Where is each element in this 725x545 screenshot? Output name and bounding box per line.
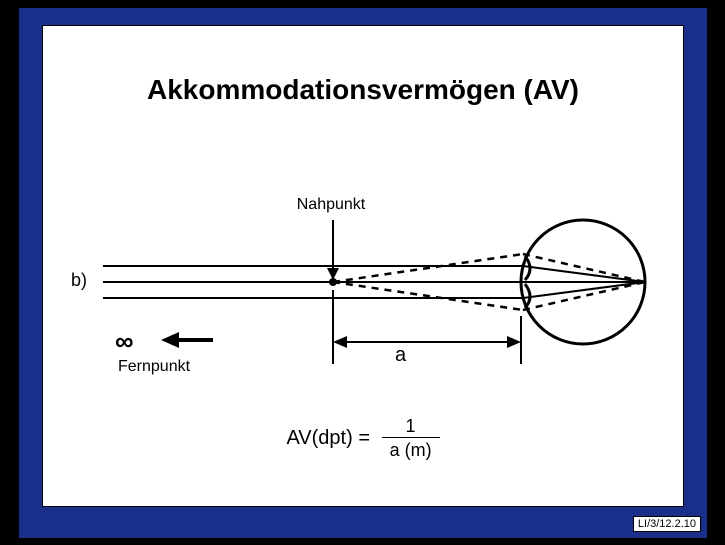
formula-lhs: AV(dpt) =: [286, 427, 370, 449]
formula-denominator: a (m): [382, 438, 440, 461]
optics-diagram: [63, 176, 663, 386]
formula-fraction: 1 a (m): [382, 416, 440, 461]
corner-tag: LI/3/12.2.10: [633, 516, 701, 532]
slide-area: Akkommodationsvermögen (AV) b) Nahpunkt …: [42, 25, 684, 507]
formula-numerator: 1: [382, 416, 440, 438]
outer-black-frame: Akkommodationsvermögen (AV) b) Nahpunkt …: [0, 0, 725, 545]
formula: AV(dpt) = 1 a (m): [43, 416, 683, 461]
slide-title: Akkommodationsvermögen (AV): [43, 74, 683, 106]
blue-frame: Akkommodationsvermögen (AV) b) Nahpunkt …: [18, 7, 708, 539]
